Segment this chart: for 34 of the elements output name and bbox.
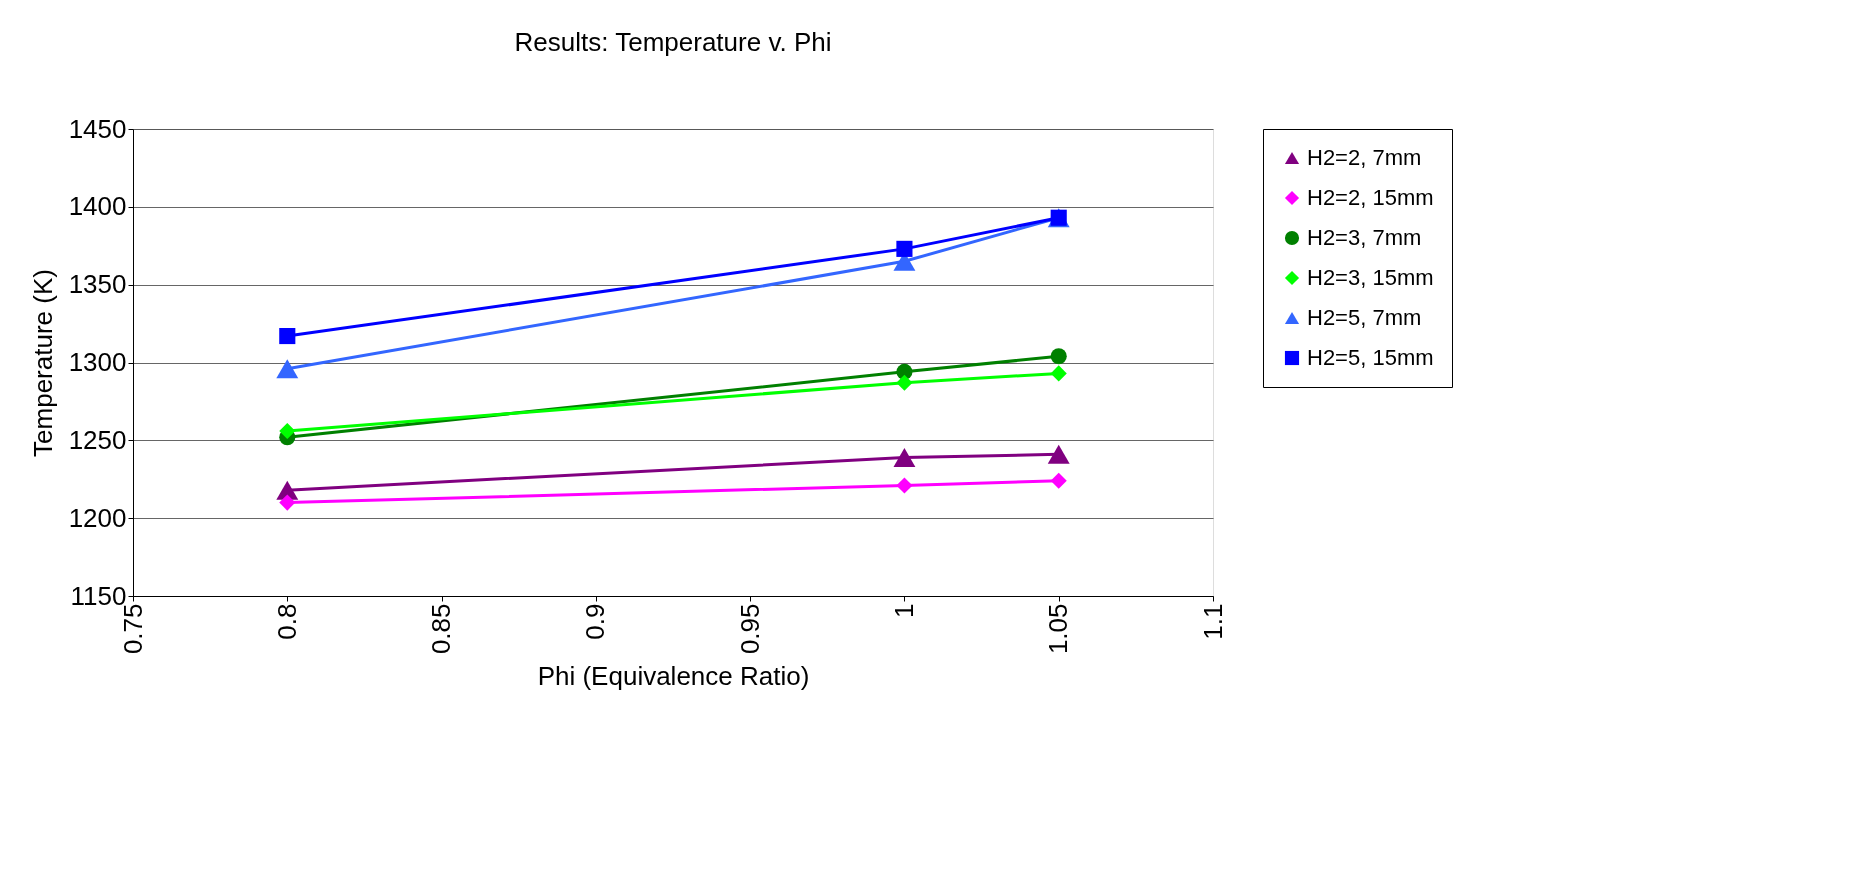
x-tick-label: 0.95 [734, 603, 765, 655]
x-tick-label: 0.85 [426, 603, 457, 655]
x-tick-label: 0.8 [271, 603, 302, 640]
legend-label: H2=2, 7mm [1307, 145, 1422, 170]
x-axis-title: Phi (Equivalence Ratio) [537, 661, 810, 692]
x-tick-label: 1 [888, 603, 919, 618]
y-tick-label: 1400 [68, 191, 127, 222]
point [279, 422, 296, 440]
x-tick-label: 0.9 [580, 603, 611, 640]
legend-label: H2=5, 7mm [1307, 305, 1422, 330]
point [279, 327, 296, 345]
point [896, 477, 913, 494]
point [1050, 472, 1067, 489]
point [893, 447, 916, 467]
y-tick-label: 1200 [68, 502, 127, 533]
point [1047, 444, 1070, 464]
y-tick-label: 1450 [68, 113, 127, 144]
x-tick-label: 1.05 [1043, 603, 1074, 655]
legend-label: H2=5, 15mm [1307, 345, 1434, 370]
legend-label: H2=3, 7mm [1307, 225, 1422, 250]
x-tick-label: 1.1 [1197, 603, 1228, 640]
y-tick-label: 1250 [68, 424, 127, 455]
chart-title: Results: Temperature v. Phi [514, 27, 832, 57]
legend-label: H2=3, 15mm [1307, 265, 1434, 290]
point [1050, 348, 1067, 365]
point [896, 240, 913, 257]
y-tick-label: 1300 [68, 347, 127, 377]
point [1050, 365, 1067, 382]
y-tick-label: 1350 [68, 269, 127, 300]
point [896, 374, 913, 391]
point [276, 359, 299, 379]
y-axis-title: Temperature (K) [27, 269, 58, 457]
legend-label: H2=2, 15mm [1307, 185, 1434, 210]
point [279, 494, 296, 511]
